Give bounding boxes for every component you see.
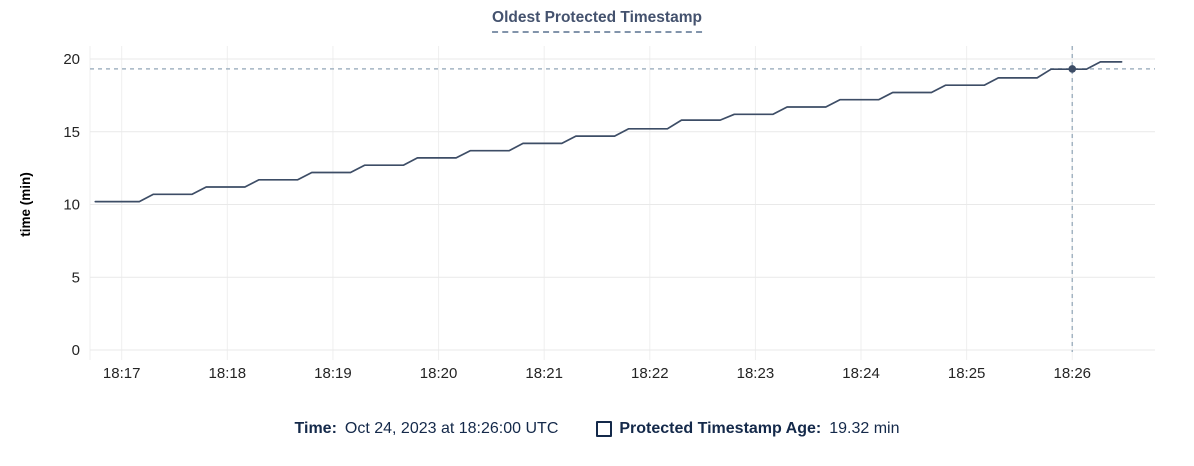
x-tick-label: 18:20 xyxy=(420,365,458,382)
y-axis-label: time (min) xyxy=(18,172,33,237)
y-tick-label: 15 xyxy=(63,124,80,141)
chart-title[interactable]: Oldest Protected Timestamp xyxy=(492,9,702,33)
series-line xyxy=(94,61,1123,203)
x-tick-label: 18:23 xyxy=(737,365,775,382)
chart-svg[interactable]: 18:17 18:18 18:19 18:20 18:21 18:22 18:23 18:24… xyxy=(0,0,1194,400)
x-tick-label: 18:21 xyxy=(525,365,563,382)
x-tick-label: 18:24 xyxy=(842,365,880,382)
x-tick-label: 18:18 xyxy=(209,365,247,382)
legend-time-label: Time: xyxy=(294,420,337,437)
legend-series-value: 19.32 min xyxy=(829,420,900,437)
x-tick-label: 18:17 xyxy=(103,365,141,382)
y-tick-label: 0 xyxy=(72,342,80,359)
chart-legend: Time: Oct 24, 2023 at 18:26:00 UTC Prote… xyxy=(0,418,1194,440)
legend-series-toggle[interactable]: Protected Timestamp Age: 19.32 min xyxy=(596,418,899,440)
y-tick-label: 10 xyxy=(63,197,80,214)
legend-time-value: Oct 24, 2023 at 18:26:00 UTC xyxy=(344,420,559,437)
x-tick-label: 18:19 xyxy=(314,365,352,382)
legend-series-label: Protected Timestamp Age: xyxy=(619,420,822,437)
x-tick-label: 18:22 xyxy=(631,365,669,382)
hover-point xyxy=(1068,65,1077,73)
legend-time-group: Time: Oct 24, 2023 at 18:26:00 UTC xyxy=(295,418,559,440)
x-tick-label: 18:25 xyxy=(948,365,986,382)
chart-plot-area[interactable]: 18:17 18:18 18:19 18:20 18:21 18:22 18:23 18:24… xyxy=(0,0,1194,400)
legend-series-swatch-icon[interactable] xyxy=(596,421,613,437)
y-tick-label: 5 xyxy=(72,269,80,286)
x-tick-label: 18:26 xyxy=(1053,365,1091,382)
y-tick-label: 20 xyxy=(63,51,80,68)
